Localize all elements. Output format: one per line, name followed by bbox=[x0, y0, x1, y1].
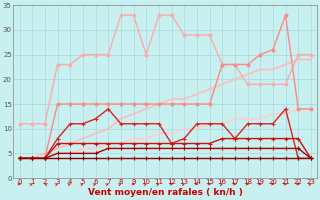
X-axis label: Vent moyen/en rafales ( kn/h ): Vent moyen/en rafales ( kn/h ) bbox=[88, 188, 243, 197]
